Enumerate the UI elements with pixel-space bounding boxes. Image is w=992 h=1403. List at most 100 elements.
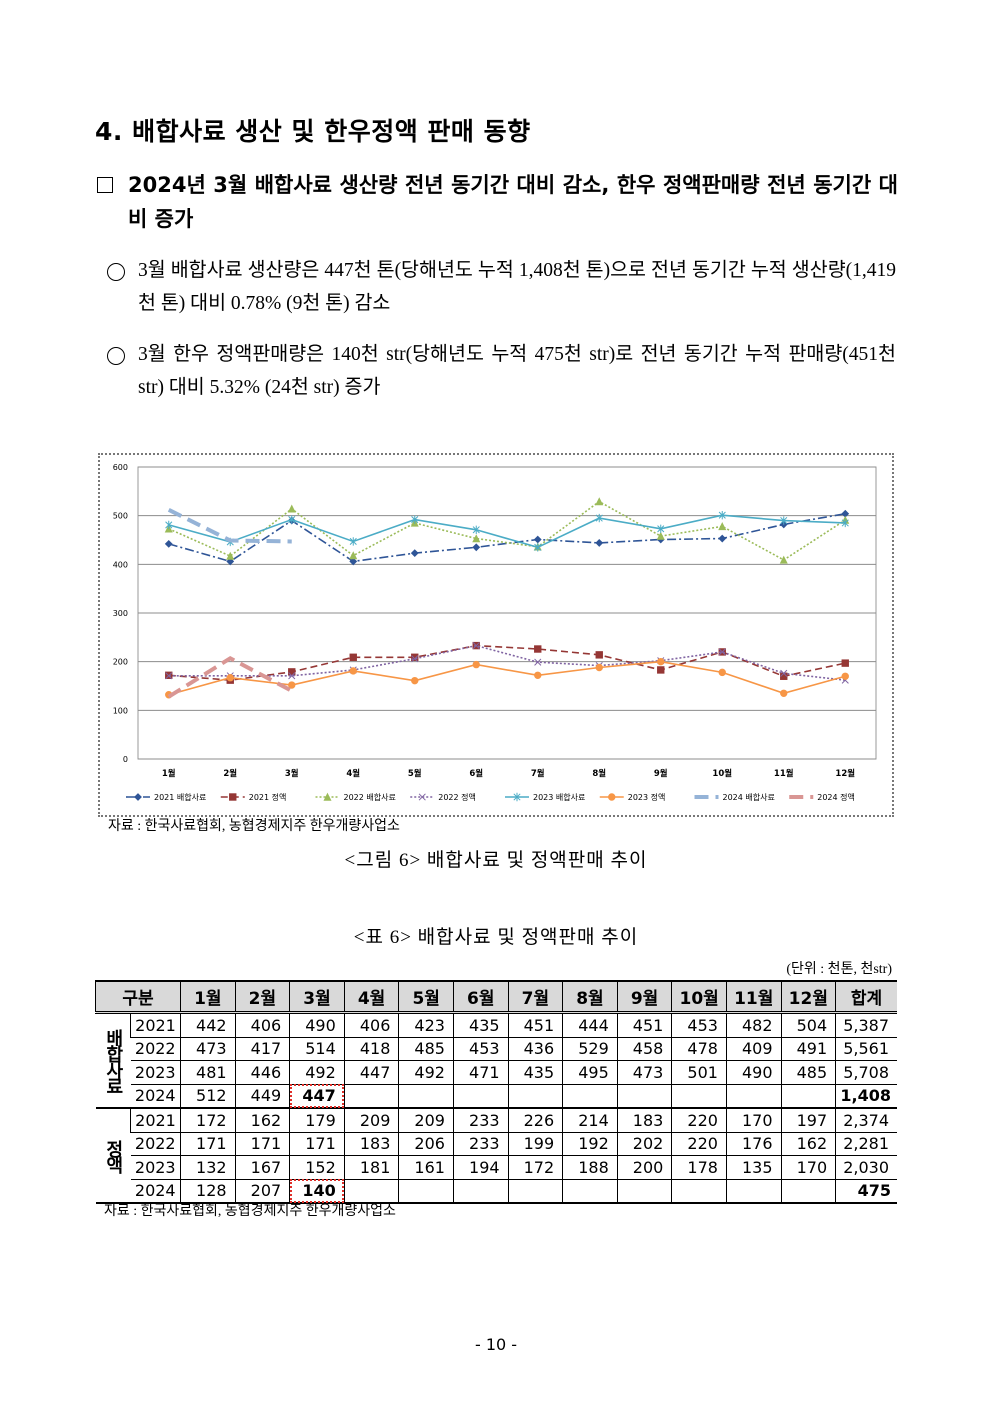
series — [164, 509, 850, 566]
bullet-text: 3월 한우 정액판매량은 140천 str(당해년도 누적 475천 str)로… — [138, 344, 896, 398]
header-cell: 11월 — [725, 980, 782, 1014]
total-cell: 5,561 — [835, 1037, 897, 1061]
value-cell: 417 — [234, 1037, 290, 1061]
header-cell: 4월 — [343, 980, 399, 1014]
total-cell: 5,387 — [835, 1012, 897, 1038]
value-cell: 446 — [234, 1060, 290, 1085]
marker — [534, 543, 542, 552]
empty-cell — [725, 1179, 782, 1204]
value-cell: 491 — [780, 1037, 836, 1061]
value-cell: 220 — [671, 1108, 727, 1133]
value-cell: 176 — [725, 1132, 782, 1156]
value-cell: 490 — [725, 1060, 782, 1085]
table-source: 자료 : 한국사료협회, 농협경제지주 한우개량사업소 — [104, 1204, 396, 1219]
y-tick-label: 300 — [113, 609, 128, 618]
figure-caption: <그림 6> 배합사료 및 정액판매 추이 — [344, 850, 648, 871]
value-cell: 152 — [289, 1155, 345, 1180]
header-row: 구분 1월 2월 3월 4월 5월 6월 7월 8월 9월 10월 11월 12월 합계 — [95, 980, 897, 1014]
marker — [288, 672, 296, 680]
marker — [349, 667, 357, 675]
value-cell: 478 — [671, 1037, 727, 1061]
marker — [472, 543, 481, 552]
x-tick-label: 12월 — [835, 768, 855, 779]
legend-label: 2023 배합사료 — [533, 793, 585, 802]
value-cell: 453 — [452, 1037, 509, 1061]
marker — [472, 534, 481, 543]
empty-cell — [780, 1179, 836, 1204]
marker — [472, 525, 480, 534]
marker — [288, 681, 296, 689]
marker — [411, 655, 419, 663]
y-tick-label: 400 — [113, 560, 128, 569]
value-cell: 183 — [616, 1108, 672, 1133]
marker — [718, 648, 726, 656]
marker — [410, 549, 419, 558]
series-line — [167, 508, 292, 544]
total-cell: 475 — [835, 1179, 897, 1204]
marker — [595, 539, 604, 547]
value-cell: 435 — [507, 1060, 563, 1085]
value-cell: 194 — [452, 1155, 509, 1180]
year-cell: 2024 — [130, 1179, 181, 1204]
marker — [165, 520, 173, 530]
group-label: 배합사료 — [95, 1012, 131, 1109]
value-cell: 447 — [289, 1084, 345, 1109]
header-cell: 7월 — [507, 980, 563, 1014]
value-cell: 178 — [671, 1155, 727, 1180]
value-cell: 132 — [180, 1155, 236, 1180]
value-cell: 181 — [343, 1155, 399, 1180]
empty-cell — [562, 1179, 618, 1204]
value-cell: 473 — [180, 1037, 236, 1061]
marker — [841, 659, 849, 667]
value-cell: 514 — [289, 1037, 345, 1061]
circle-bullet — [107, 263, 125, 281]
marker — [226, 551, 235, 560]
value-cell: 183 — [343, 1132, 399, 1156]
marker — [779, 555, 788, 564]
value-cell: 171 — [289, 1132, 345, 1156]
chart-frame — [98, 453, 894, 817]
table-row: 2022 473 417 514 418 485 453 436 529 458 478 409 491… — [96, 1037, 897, 1061]
year-cell: 2021 — [130, 1108, 181, 1133]
series — [167, 655, 293, 699]
value-cell: 209 — [398, 1108, 454, 1133]
marker — [657, 666, 665, 674]
value-cell: 135 — [725, 1155, 782, 1180]
marker — [411, 676, 419, 685]
value-cell: 206 — [398, 1132, 454, 1156]
empty-cell — [343, 1179, 399, 1204]
y-tick-label: 500 — [113, 512, 128, 521]
marker — [595, 663, 603, 672]
value-cell: 482 — [725, 1012, 782, 1038]
empty-cell — [452, 1084, 509, 1109]
value-cell: 451 — [507, 1012, 563, 1038]
value-cell: 162 — [780, 1132, 836, 1156]
empty-cell — [507, 1179, 563, 1204]
series-line — [168, 512, 846, 563]
value-cell: 495 — [562, 1060, 618, 1085]
marker — [349, 551, 358, 560]
value-cell: 170 — [725, 1108, 782, 1133]
table-row: 2023 481 446 492 447 492 471 435 495 473 501 490 485… — [96, 1060, 897, 1085]
value-cell: 172 — [180, 1108, 236, 1133]
marker — [534, 671, 542, 679]
table-row: 2024 128 207 140 475 — [96, 1179, 897, 1204]
year-cell: 2021 — [130, 1012, 181, 1038]
value-cell: 192 — [562, 1132, 618, 1156]
marker — [841, 518, 849, 528]
point — [167, 508, 171, 512]
value-cell: 233 — [452, 1132, 509, 1156]
table-row: 배합사료 2021 442 406 490 406 423 435 451 444 451 453 48… — [95, 1012, 897, 1109]
marker — [718, 522, 727, 531]
marker — [656, 531, 665, 540]
y-tick-label: 0 — [123, 755, 128, 764]
empty-cell — [671, 1179, 727, 1204]
total-cell: 5,708 — [835, 1060, 897, 1085]
value-cell: 492 — [289, 1060, 345, 1085]
value-cell: 207 — [234, 1179, 290, 1204]
value-cell: 473 — [616, 1060, 672, 1085]
marker — [323, 792, 332, 801]
header-cell: 5월 — [398, 980, 454, 1014]
header-cell: 8월 — [562, 980, 618, 1014]
year-cell: 2022 — [130, 1037, 181, 1061]
